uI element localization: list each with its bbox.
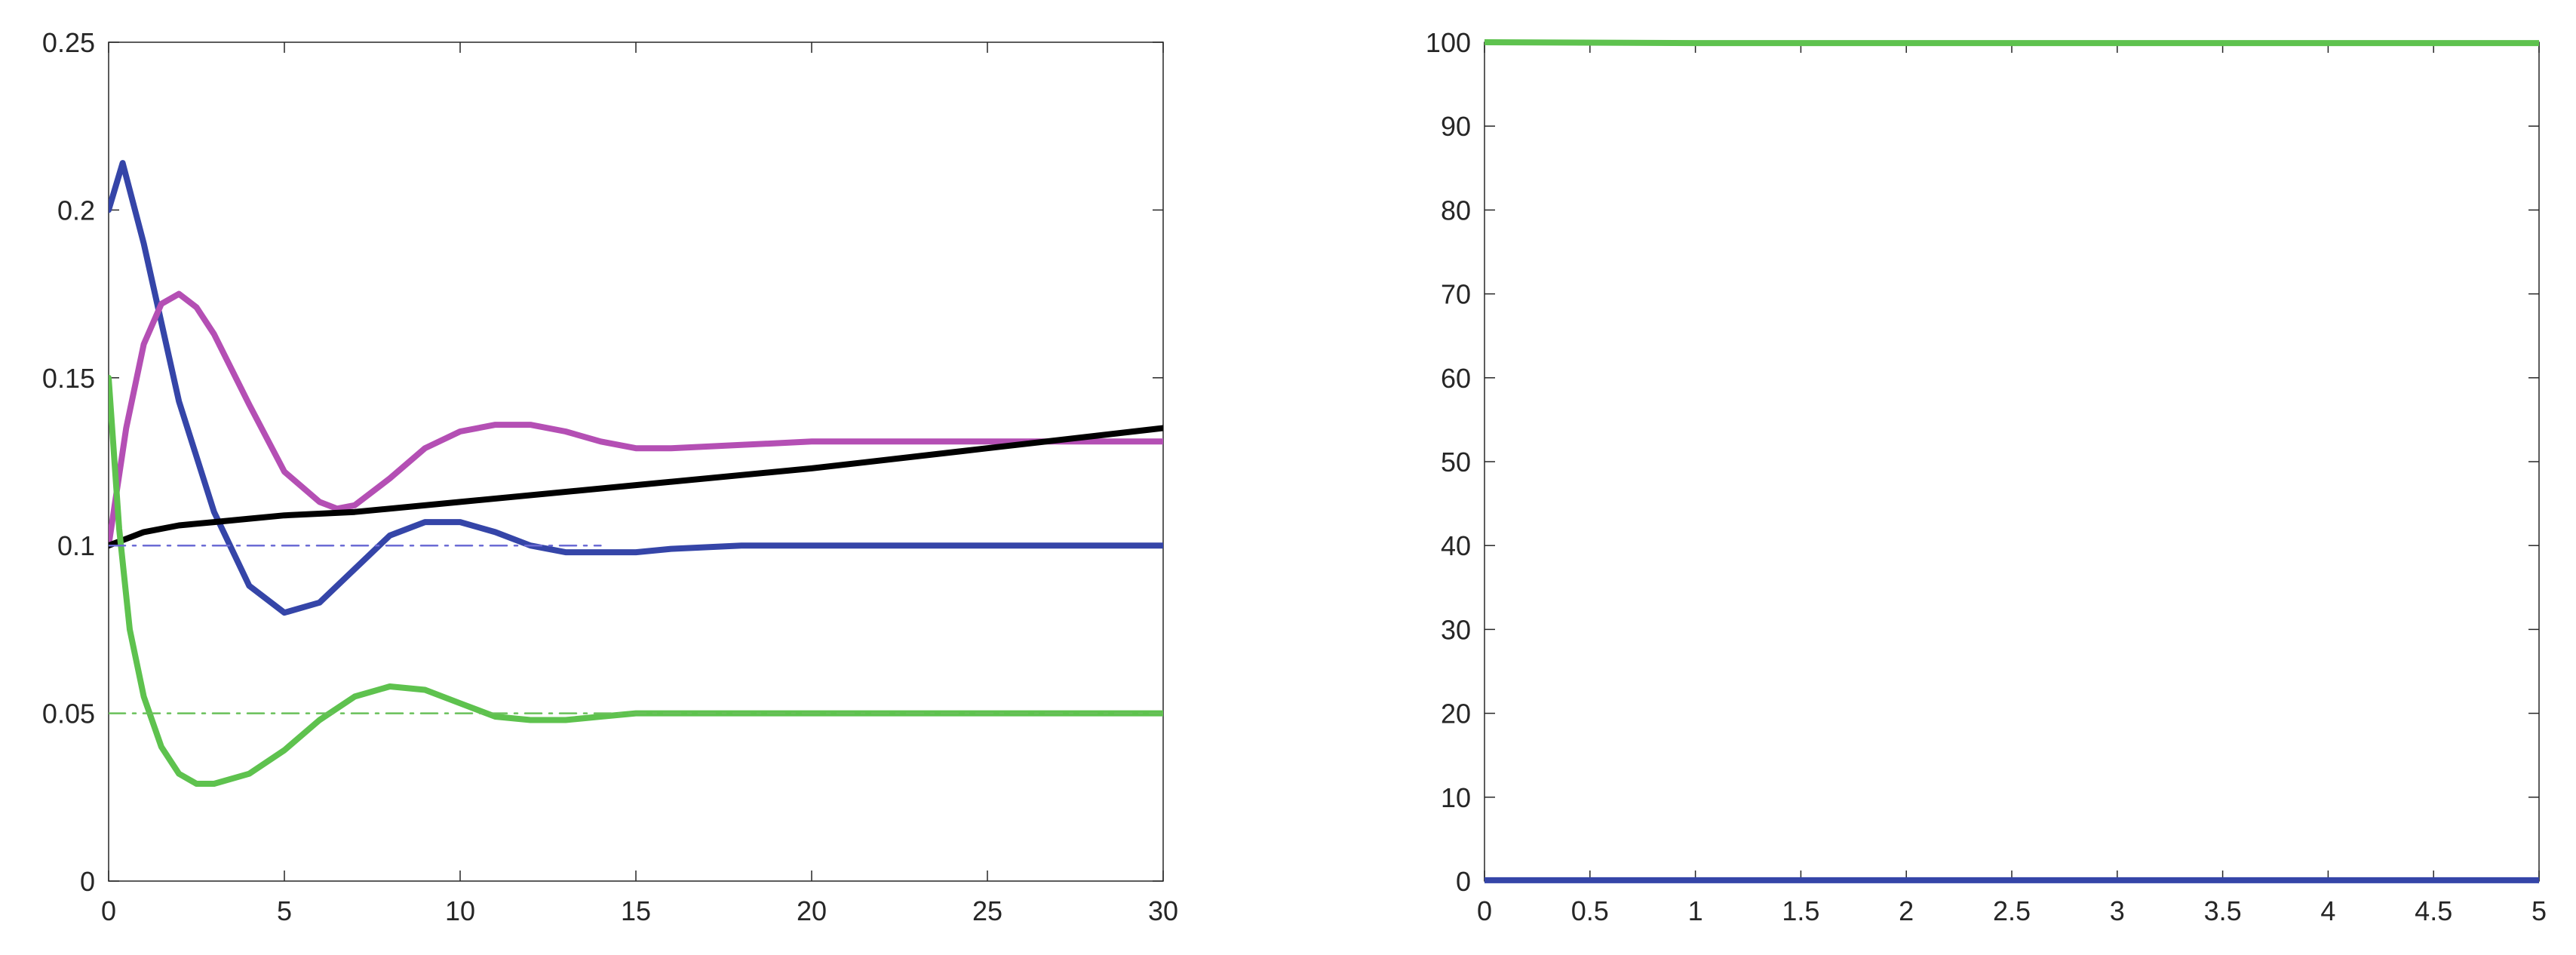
x-tick-label: 2.5 — [1993, 895, 2031, 926]
y-tick-label: 80 — [1441, 195, 1471, 226]
y-tick-label: 30 — [1441, 614, 1471, 645]
x-tick-label: 30 — [1148, 895, 1178, 926]
x-tick-label: 4.5 — [2415, 895, 2452, 926]
y-tick-label: 90 — [1441, 111, 1471, 142]
y-tick-label: 0.25 — [42, 27, 95, 58]
y-tick-label: 70 — [1441, 279, 1471, 310]
x-tick-label: 10 — [445, 895, 475, 926]
series-line-2 — [109, 425, 1163, 549]
x-tick-label: 3 — [2110, 895, 2125, 926]
y-tick-label: 50 — [1441, 447, 1471, 478]
y-tick-label: 20 — [1441, 699, 1471, 729]
x-tick-label: 20 — [797, 895, 827, 926]
right-chart: 0 0.5 1 1.5 2 2.5 3 3.5 4 4.5 50102030405060708090… — [1426, 27, 2547, 926]
series-line-0 — [1485, 39, 2539, 47]
x-tick-label: 5 — [2531, 895, 2547, 926]
y-tick-label: 40 — [1441, 530, 1471, 561]
y-tick-label: 0.15 — [42, 363, 95, 394]
y-tick-label: 0.1 — [57, 530, 95, 561]
series-line-0 — [109, 160, 1163, 616]
x-tick-label: 1.5 — [1782, 895, 1819, 926]
x-tick-label: 0 — [101, 895, 116, 926]
y-tick-label: 100 — [1426, 27, 1471, 58]
y-tick-label: 0 — [1456, 866, 1471, 897]
plot-frame — [108, 41, 1164, 882]
x-tick-label: 0 — [1477, 895, 1492, 926]
y-tick-label: 60 — [1441, 363, 1471, 394]
x-tick-label: 1 — [1688, 895, 1703, 926]
x-tick-label: 5 — [277, 895, 292, 926]
y-tick-label: 0.05 — [42, 699, 95, 729]
x-tick-label: 3.5 — [2204, 895, 2242, 926]
x-tick-label: 2 — [1899, 895, 1914, 926]
x-tick-label: 0.5 — [1571, 895, 1609, 926]
left-chart: 0 5 10 15 20 25 30 0 0.05 0.1 0.15 0.2 0.25 — [42, 27, 1178, 926]
x-tick-label: 15 — [621, 895, 651, 926]
y-tick-label: 10 — [1441, 782, 1471, 813]
y-tick-label: 0 — [80, 866, 95, 897]
y-tick-label: 0.2 — [57, 195, 95, 226]
x-tick-label: 4 — [2320, 895, 2335, 926]
x-tick-label: 25 — [972, 895, 1002, 926]
series-line-1 — [109, 290, 1163, 549]
plot-frame — [1484, 41, 2540, 882]
